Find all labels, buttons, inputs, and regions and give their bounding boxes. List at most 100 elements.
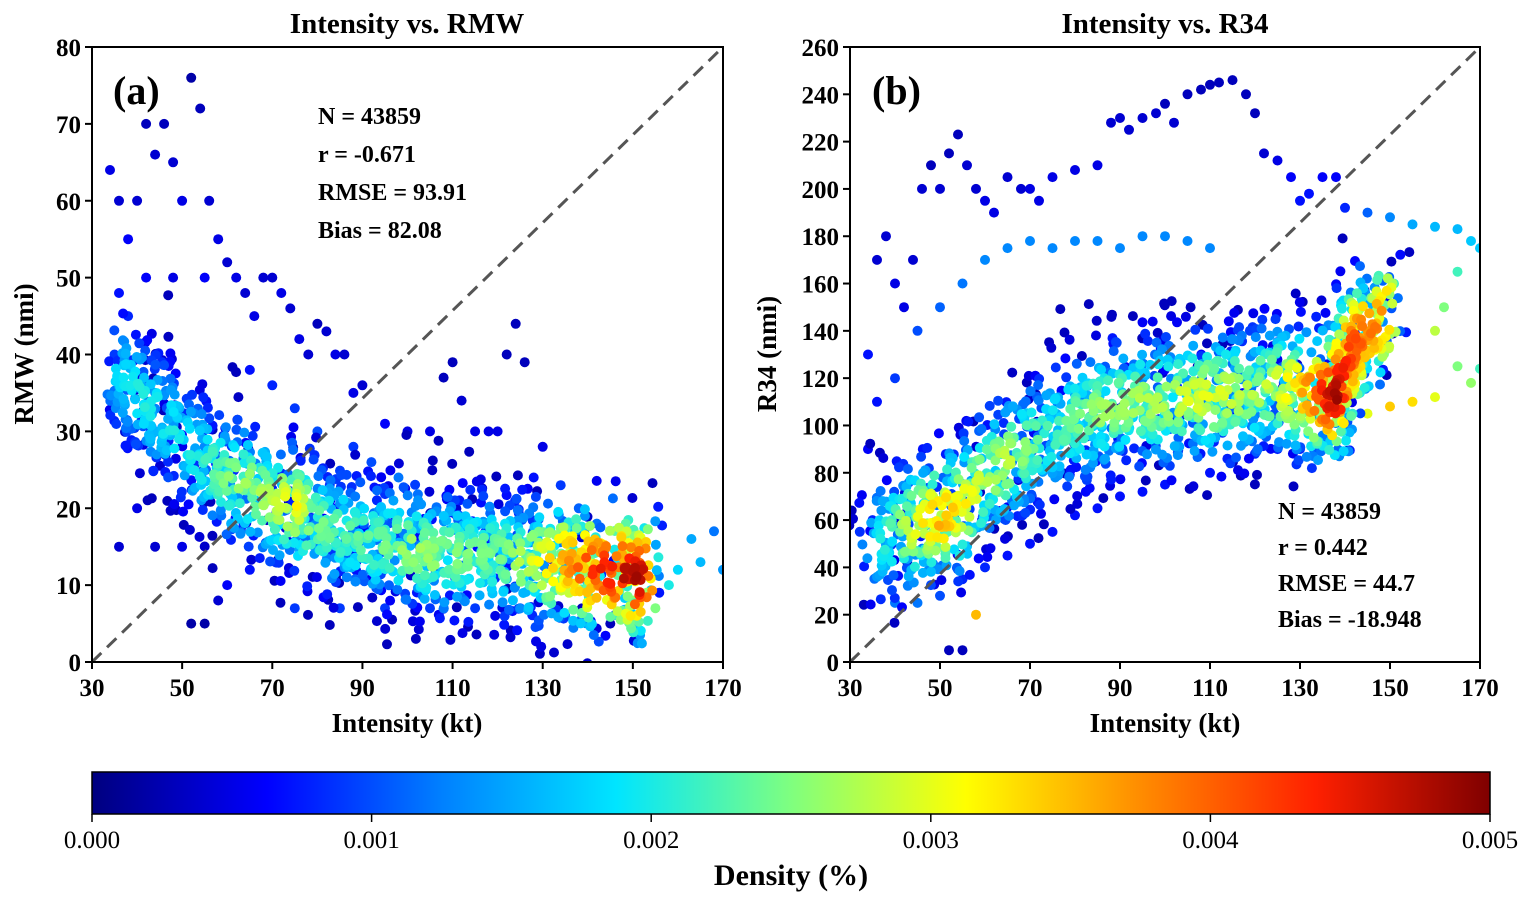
- density-point: [942, 464, 953, 475]
- density-point: [1172, 450, 1183, 461]
- density-point: [266, 535, 277, 546]
- density-point: [324, 532, 335, 542]
- density-point: [382, 609, 392, 620]
- density-point: [1020, 437, 1031, 447]
- density-point: [356, 552, 367, 563]
- density-point: [392, 584, 403, 595]
- density-point: [258, 500, 269, 511]
- density-point: [373, 526, 384, 537]
- density-point: [139, 372, 149, 383]
- density-point: [110, 363, 121, 374]
- density-point: [918, 518, 928, 529]
- density-point: [881, 475, 892, 486]
- density-point: [922, 442, 933, 453]
- density-point: [1324, 401, 1335, 412]
- scatter-point: [393, 472, 404, 483]
- density-point: [895, 509, 905, 520]
- density-point: [376, 502, 387, 512]
- density-point: [1295, 306, 1306, 317]
- density-point: [1217, 417, 1228, 428]
- density-point: [571, 523, 582, 534]
- scatter-point: [1475, 363, 1480, 374]
- colorbar-tick-label: 0.001: [343, 827, 399, 854]
- scatter-point: [890, 373, 900, 384]
- density-point: [204, 413, 215, 424]
- density-point: [434, 613, 445, 624]
- density-point: [976, 518, 987, 529]
- density-point: [350, 491, 361, 502]
- density-point: [246, 554, 257, 565]
- scatter-point: [1430, 325, 1440, 336]
- density-point: [953, 474, 964, 485]
- density-point: [373, 517, 384, 528]
- scatter-point: [114, 288, 124, 298]
- density-point: [310, 492, 321, 503]
- density-point: [631, 572, 642, 583]
- density-point: [493, 499, 504, 510]
- density-point: [1332, 394, 1342, 405]
- density-point: [1173, 359, 1184, 370]
- density-point: [971, 475, 982, 486]
- density-point: [117, 335, 128, 346]
- density-point: [990, 485, 1001, 496]
- density-point: [489, 629, 500, 640]
- density-point: [1161, 381, 1172, 392]
- scatter-point: [1169, 117, 1179, 128]
- density-point: [1091, 330, 1101, 341]
- density-point: [573, 562, 583, 573]
- density-point: [1163, 411, 1174, 421]
- density-point: [1309, 405, 1320, 416]
- density-point: [1348, 305, 1359, 316]
- density-point: [1330, 354, 1341, 365]
- density-point: [121, 359, 131, 370]
- density-point: [915, 504, 926, 515]
- scatter-point: [1106, 117, 1116, 128]
- panel-tag: (b): [872, 68, 921, 113]
- scatter-point: [935, 183, 945, 194]
- density-point: [338, 494, 349, 505]
- scatter-point: [1182, 89, 1193, 100]
- density-point: [505, 632, 516, 643]
- density-point: [122, 416, 133, 427]
- density-point: [515, 603, 526, 614]
- density-point: [215, 505, 226, 516]
- density-point: [1249, 422, 1260, 433]
- density-point: [485, 523, 496, 534]
- density-point: [429, 543, 440, 554]
- density-point: [316, 531, 327, 542]
- scatter-point: [105, 165, 115, 175]
- scatter-point: [1115, 491, 1125, 502]
- density-point: [879, 544, 890, 555]
- density-point: [109, 325, 120, 336]
- density-point: [1020, 444, 1031, 455]
- density-point: [1301, 400, 1312, 411]
- density-point: [1072, 491, 1083, 501]
- scatter-point: [1034, 195, 1044, 206]
- density-point: [1382, 273, 1393, 284]
- density-point: [441, 579, 452, 590]
- density-point: [1016, 409, 1027, 420]
- density-point: [1195, 425, 1206, 436]
- scatter-point: [1340, 202, 1350, 213]
- density-point: [1227, 334, 1237, 345]
- density-point: [393, 458, 404, 469]
- scatter-point: [1137, 113, 1148, 123]
- scatter-point: [141, 118, 152, 129]
- scatter-point: [1317, 172, 1328, 183]
- density-point: [536, 580, 547, 591]
- scatter-point: [303, 349, 314, 360]
- scatter-point: [244, 564, 255, 575]
- density-point: [471, 629, 482, 640]
- density-point: [427, 561, 438, 571]
- density-point: [1178, 368, 1189, 379]
- density-point: [1274, 437, 1284, 448]
- density-point: [1242, 380, 1253, 390]
- density-point: [947, 502, 958, 513]
- density-point: [264, 512, 275, 523]
- density-point: [548, 563, 558, 573]
- density-point: [478, 491, 489, 502]
- density-point: [139, 402, 150, 413]
- scatter-point: [1362, 207, 1373, 218]
- density-point: [545, 540, 556, 551]
- density-point: [1259, 303, 1270, 314]
